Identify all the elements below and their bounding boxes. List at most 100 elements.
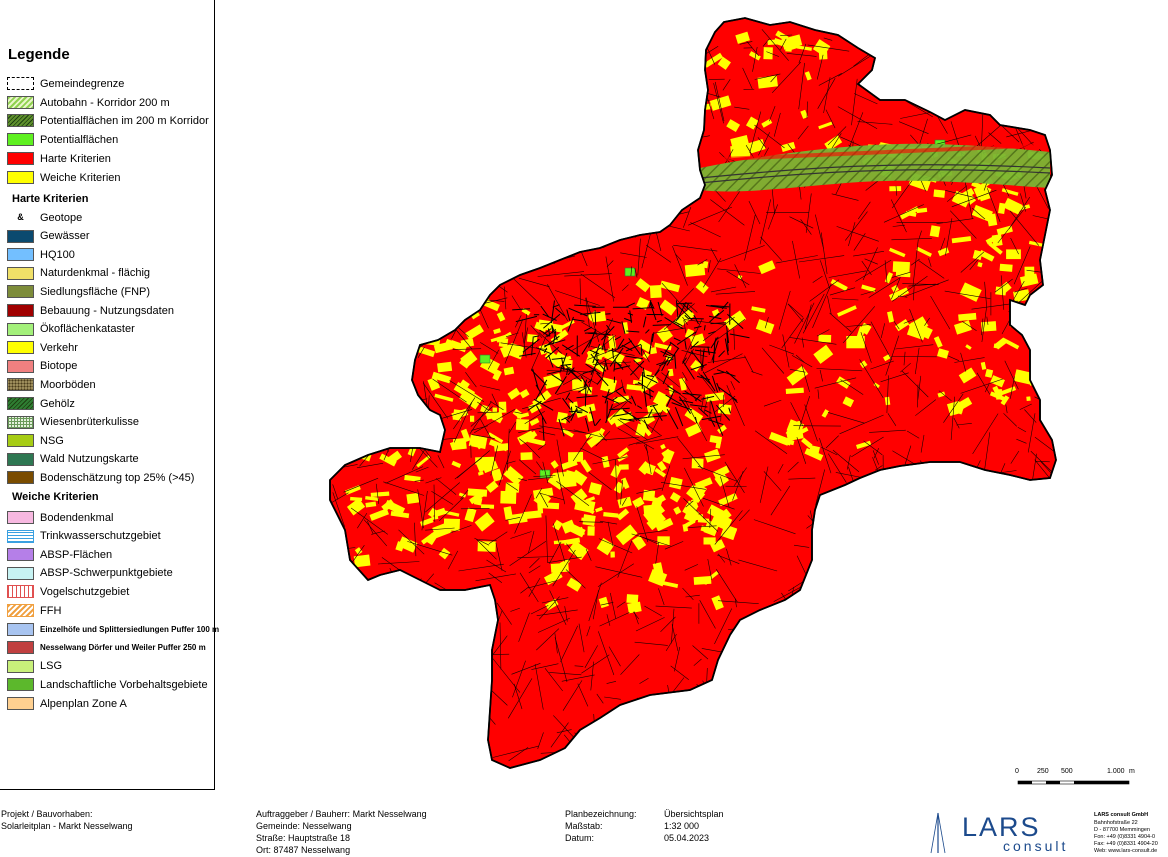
legend-label: Gehölz [40, 397, 75, 410]
legend-label: HQ100 [40, 248, 75, 261]
legend-label: Naturdenkmal - flächig [40, 267, 151, 280]
legend-label: Harte Kriterien [40, 152, 111, 165]
legend-item-soft-2: ABSP-Flächen [7, 547, 112, 562]
municipality-value: Nesselwang [302, 821, 352, 831]
company-fax: Fax: +49 (0)8331 4904-20 [1094, 841, 1158, 847]
legend-swatch-icon [7, 285, 34, 299]
legend-item-hard-6: Ökoflächenkataster [7, 322, 135, 337]
legend-swatch-icon [7, 397, 34, 410]
legend-item-hard-13: Wald Nutzungskarte [7, 452, 139, 467]
legend-item-soft-8: LSG [7, 659, 62, 674]
legend-swatch-icon [7, 322, 34, 336]
title-block: Projekt / Bauvorhaben: Solarleitplan - M… [0, 791, 1168, 857]
legend-label: Einzelhöfe und Splittersiedlungen Puffer… [40, 624, 220, 634]
legend-label: FFH [40, 604, 62, 617]
legend-item-main-5: Weiche Kriterien [7, 170, 121, 185]
legend-swatch-icon [7, 229, 34, 243]
legend-title: Legende [8, 46, 70, 63]
legend-swatch-icon [7, 548, 34, 562]
motorway-corridor [699, 143, 1051, 192]
legend-label: Weiche Kriterien [40, 171, 121, 184]
legend-swatch-icon [7, 697, 34, 710]
legend-item-soft-0: Bodendenkmal [7, 510, 113, 525]
legend-item-main-2: Potentialflächen im 200 m Korridor [7, 113, 209, 128]
map-canvas[interactable] [216, 0, 1168, 790]
legend-label: Gewässer [40, 230, 90, 243]
legend-item-soft-9: Landschaftliche Vorbehaltsgebiete [7, 677, 208, 692]
client-value: Markt Nesselwang [352, 809, 427, 819]
plan-value: Übersichtsplan [664, 809, 724, 819]
legend-swatch-icon [7, 641, 34, 655]
legend-label: Wiesenbrüterkulisse [40, 416, 140, 429]
legend-swatch-icon [7, 171, 34, 184]
legend-item-soft-7: Nesselwang Dörfer und Weiler Puffer 250 … [7, 640, 206, 655]
legend-label: Potentialflächen [40, 133, 119, 146]
legend-item-hard-5: Bebauung - Nutzungsdaten [7, 303, 174, 318]
scale-tick-250: 250 [1037, 768, 1049, 775]
legend-label: ABSP-Flächen [40, 548, 113, 561]
legend-label: Bebauung - Nutzungsdaten [40, 304, 174, 317]
legend-label: Potentialflächen im 200 m Korridor [40, 114, 209, 127]
legend-item-hard-4: Siedlungsfläche (FNP) [7, 284, 150, 299]
legend-label: Autobahn - Korridor 200 m [40, 96, 170, 109]
scale-unit: m [1129, 768, 1135, 775]
company-phone: Fon: +49 (0)8331 4904-0 [1094, 834, 1156, 840]
scale-value: 1:32 000 [664, 821, 700, 831]
legend-label: Nesselwang Dörfer und Weiler Puffer 250 … [40, 643, 206, 653]
legend-label: Moorböden [40, 378, 96, 391]
legend-item-hard-12: NSG [7, 433, 64, 448]
legend-label: Vogelschutzgebiet [40, 585, 130, 598]
legend-swatch-icon [7, 585, 34, 599]
legend-label: Siedlungsfläche (FNP) [40, 285, 151, 298]
legend-swatch-icon [7, 622, 34, 636]
legend-swatch-icon [7, 415, 34, 429]
legend-item-soft-6: Einzelhöfe und Splittersiedlungen Puffer… [7, 622, 219, 637]
scale-tick-500: 500 [1061, 768, 1073, 775]
legend-item-hard-2: HQ100 [7, 247, 75, 262]
legend-swatch-icon: & [17, 212, 24, 222]
legend-swatch-icon [7, 133, 34, 146]
legend-swatch-icon [7, 471, 34, 485]
legend-item-hard-10: Gehölz [7, 396, 75, 411]
legend-swatch-icon [7, 378, 34, 392]
legend-label: Landschaftliche Vorbehaltsgebiete [40, 678, 208, 691]
date-value: 05.04.2023 [664, 833, 710, 843]
scale-tick-1000: 1.000 [1107, 768, 1125, 775]
legend-item-soft-5: FFH [7, 603, 61, 618]
legend-item-soft-4: Vogelschutzgebiet [7, 584, 129, 599]
legend-swatch-icon [7, 678, 34, 692]
legend-label: Ökoflächenkataster [40, 323, 135, 336]
legend-item-hard-9: Moorböden [7, 377, 96, 392]
legend-swatch-icon [7, 566, 34, 580]
legend-label: Biotope [40, 360, 78, 373]
legend-label: Trinkwasserschutzgebiet [40, 530, 161, 543]
legend-swatch-icon [7, 434, 34, 448]
town-label: Ort: [256, 845, 271, 855]
plan-label: Planbezeichnung: [565, 809, 637, 819]
company-name: LARS consult GmbH [1094, 812, 1149, 818]
legend-swatch-icon [7, 659, 34, 673]
legend-panel: Legende Gemeindegrenze Autobahn - Korrido… [0, 0, 219, 790]
legend-item-hard-11: Wiesenbrüterkulisse [7, 415, 139, 430]
company-city: D - 87700 Memmingen [1094, 827, 1150, 833]
street-label: Straße: [256, 833, 286, 843]
project-label: Projekt / Bauvorhaben: [1, 809, 93, 819]
company-logo-sub: consult [1003, 838, 1069, 854]
company-street: Bahnhofstraße 22 [1094, 820, 1138, 826]
scale-label: Maßstab: [565, 821, 603, 831]
legend-item-hard-7: Verkehr [7, 340, 78, 355]
municipality-label: Gemeinde: [256, 821, 301, 831]
legend-section-soft: Weiche Kriterien [12, 491, 99, 503]
legend-item-main-0: Gemeindegrenze [7, 76, 124, 91]
company-web: Web: www.lars-consult.de [1094, 848, 1158, 854]
legend-item-soft-1: Trinkwasserschutzgebiet [7, 529, 161, 544]
legend-item-main-4: Harte Kriterien [7, 151, 111, 166]
legend-label: LSG [40, 660, 63, 673]
municipality-area [329, 17, 1057, 769]
municipality-boundary [329, 17, 1057, 769]
legend-item-hard-0: & Geotope [7, 210, 82, 225]
legend-label: Bodenschätzung top 25% (>45) [40, 471, 195, 484]
legend-label: Gemeindegrenze [40, 77, 125, 90]
legend-swatch-icon [7, 529, 34, 543]
legend-label: Bodendenkmal [40, 511, 114, 524]
